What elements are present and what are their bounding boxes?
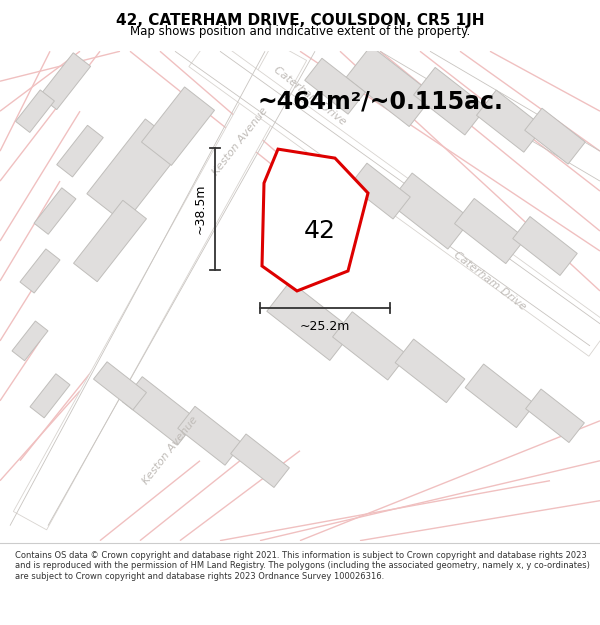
Text: ~38.5m: ~38.5m: [194, 184, 207, 234]
Polygon shape: [465, 364, 535, 428]
Text: 42: 42: [304, 219, 336, 243]
Polygon shape: [34, 188, 76, 234]
Polygon shape: [526, 389, 584, 442]
Polygon shape: [30, 374, 70, 418]
Polygon shape: [20, 249, 60, 293]
Polygon shape: [16, 90, 55, 132]
Text: Keston Avenue: Keston Avenue: [140, 415, 200, 487]
Polygon shape: [350, 163, 410, 219]
Polygon shape: [74, 200, 146, 282]
Text: Keston Avenue: Keston Avenue: [211, 105, 269, 177]
Text: Contains OS data © Crown copyright and database right 2021. This information is : Contains OS data © Crown copyright and d…: [15, 551, 590, 581]
Polygon shape: [178, 406, 242, 465]
Polygon shape: [94, 362, 146, 410]
Text: Caterham Drive: Caterham Drive: [452, 250, 528, 312]
Text: ~464m²/~0.115ac.: ~464m²/~0.115ac.: [257, 89, 503, 113]
Polygon shape: [262, 149, 368, 291]
Polygon shape: [142, 87, 215, 166]
Polygon shape: [267, 281, 353, 361]
Polygon shape: [305, 58, 365, 114]
Text: ~25.2m: ~25.2m: [300, 320, 350, 333]
Polygon shape: [12, 321, 48, 361]
Polygon shape: [57, 125, 103, 177]
Polygon shape: [513, 216, 577, 276]
Polygon shape: [87, 119, 183, 223]
Text: Caterham Drive: Caterham Drive: [272, 65, 348, 128]
Polygon shape: [413, 68, 487, 135]
Text: 42, CATERHAM DRIVE, COULSDON, CR5 1JH: 42, CATERHAM DRIVE, COULSDON, CR5 1JH: [116, 12, 484, 28]
Polygon shape: [346, 46, 434, 126]
Text: Map shows position and indicative extent of the property.: Map shows position and indicative extent…: [130, 26, 470, 39]
Polygon shape: [40, 52, 91, 109]
Polygon shape: [122, 377, 197, 445]
Polygon shape: [476, 90, 544, 152]
Polygon shape: [189, 36, 600, 356]
Polygon shape: [525, 108, 585, 164]
Polygon shape: [395, 339, 465, 402]
Polygon shape: [332, 312, 407, 380]
Polygon shape: [455, 199, 526, 264]
Polygon shape: [389, 173, 471, 249]
Polygon shape: [230, 434, 289, 488]
Polygon shape: [13, 42, 307, 530]
